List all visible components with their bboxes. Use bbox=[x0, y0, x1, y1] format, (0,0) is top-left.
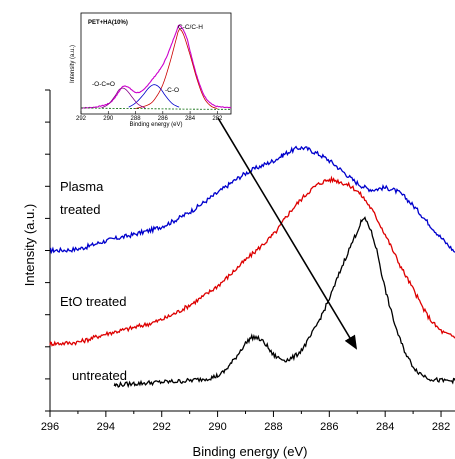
inset-peak-label-oco: -O-C=O bbox=[92, 81, 115, 88]
inset-frame bbox=[80, 12, 232, 115]
inset-x-tick-label: 282 bbox=[212, 116, 223, 122]
x-axis-ticks bbox=[49, 411, 442, 417]
series-line-eto-treated bbox=[49, 175, 455, 347]
series-line-plasma-treated bbox=[49, 145, 455, 255]
x-tick-label: 286 bbox=[320, 421, 338, 433]
series-label-untreated: untreated bbox=[72, 368, 127, 383]
inset-x-tick-label: 292 bbox=[76, 116, 87, 122]
x-tick-label: 292 bbox=[153, 421, 171, 433]
x-tick-label: 296 bbox=[41, 421, 59, 433]
inset-line-c-c-c-h bbox=[135, 29, 218, 109]
inset-x-tick-label: 284 bbox=[185, 116, 196, 122]
x-axis-title: Binding energy (eV) bbox=[193, 444, 308, 459]
inset-x-axis-title: Binding energy (eV) bbox=[129, 122, 182, 128]
inset-x-axis-ticks: 292 290 288 286 284 282 bbox=[76, 111, 223, 122]
inset-series-lines bbox=[80, 24, 232, 110]
inset-line--c-o bbox=[128, 84, 180, 108]
annotation-arrow bbox=[217, 117, 358, 350]
inset-line-baseline bbox=[80, 107, 231, 110]
inset-plot: 292 290 288 286 284 282 PET+HA(10%) Binding e… bbox=[70, 12, 232, 128]
inset-x-tick-label: 286 bbox=[158, 116, 169, 122]
x-tick-label: 284 bbox=[376, 421, 394, 433]
x-tick-label: 288 bbox=[264, 421, 282, 433]
series-label-eto: EtO treated bbox=[60, 294, 126, 309]
x-tick-label: 290 bbox=[208, 421, 226, 433]
inset-title: PET+HA(10%) bbox=[88, 20, 128, 26]
inset-x-tick-label: 288 bbox=[131, 116, 142, 122]
inset-line-envelope bbox=[80, 24, 232, 109]
series-line-untreated bbox=[113, 216, 455, 389]
inset-line--o-c-o bbox=[101, 87, 146, 109]
x-tick-label: 282 bbox=[432, 421, 450, 433]
inset-peak-label-co: -C-O bbox=[165, 87, 179, 94]
x-axis-tick-labels: 296 294 292 290 288 286 284 282 bbox=[41, 421, 450, 433]
y-axis-title: Intensity (a.u.) bbox=[22, 204, 37, 286]
inset-y-axis-title: Intensity (a.u.) bbox=[70, 45, 76, 83]
series-lines bbox=[49, 145, 455, 389]
x-tick-label: 294 bbox=[97, 421, 115, 433]
inset-peak-label-cc: C-C/C-H bbox=[178, 24, 203, 31]
inset-x-tick-label: 290 bbox=[103, 116, 114, 122]
series-label-plasma-line1: Plasma bbox=[60, 179, 104, 194]
y-axis-ticks bbox=[45, 89, 50, 412]
series-label-plasma-line2: treated bbox=[60, 202, 100, 217]
